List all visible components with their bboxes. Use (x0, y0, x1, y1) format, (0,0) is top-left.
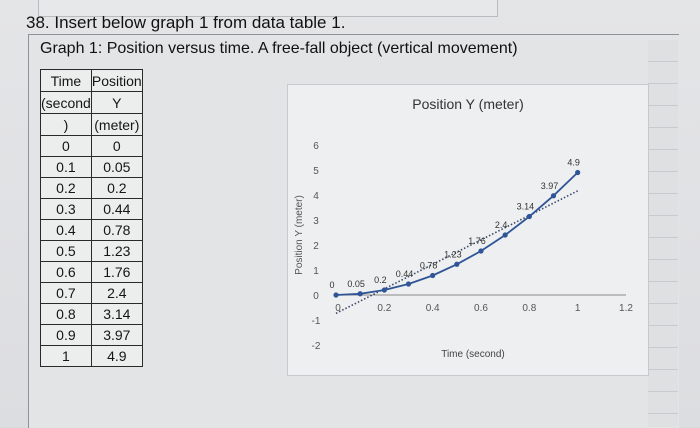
data-point (430, 273, 435, 278)
cell-time: 0.9 (41, 325, 92, 346)
chart-title: Position Y (meter) (412, 96, 524, 112)
data-point (478, 248, 483, 253)
data-point (406, 281, 411, 286)
y-tick-label: 2 (313, 241, 319, 252)
table-row: 0.3 0.44 (41, 199, 143, 220)
data-label: 1.76 (468, 236, 486, 246)
data-point (527, 214, 532, 219)
y-axis-label: Position Y (meter) (294, 195, 305, 275)
data-label: 1.23 (444, 249, 462, 259)
cell-position: 4.9 (91, 346, 142, 367)
cell-time: 0.7 (41, 283, 92, 304)
cell-position: 3.97 (91, 325, 142, 346)
table-row: 0.1 0.05 (41, 157, 143, 178)
x-axis-label: Time (second) (441, 349, 505, 360)
data-label: 0.05 (347, 279, 365, 289)
table-header-row: ) (meter) (41, 114, 143, 136)
data-point (503, 232, 508, 237)
x-tick-label: 1 (575, 303, 581, 314)
cell-position: 1.23 (91, 241, 142, 262)
data-label: 0 (329, 280, 334, 290)
y-tick-label: 6 (313, 141, 319, 152)
y-tick-label: 4 (313, 191, 319, 202)
cell-time: 1 (41, 346, 92, 367)
y-tick-label: -1 (312, 316, 321, 327)
x-tick-label: 0.8 (522, 303, 536, 314)
cell-time: 0.4 (41, 220, 92, 241)
table-edge-strip (648, 40, 678, 427)
y-tick-label: 3 (313, 216, 319, 227)
x-tick-label: 0.6 (474, 303, 488, 314)
header-position-line1: Position (91, 70, 142, 92)
x-tick-label: 1.2 (619, 303, 633, 314)
cell-position: 0 (91, 136, 142, 157)
table-row: 0.8 3.14 (41, 304, 143, 325)
data-label: 0.2 (374, 275, 387, 285)
cell-position: 3.14 (91, 304, 142, 325)
table-row: 0.7 2.4 (41, 283, 143, 304)
cell-position: 0.05 (91, 157, 142, 178)
cell-time: 0.3 (41, 199, 92, 220)
table-row: 0.5 1.23 (41, 241, 143, 262)
data-point (382, 287, 387, 292)
header-time-line2: (second (41, 92, 92, 114)
cell-time: 0.2 (41, 178, 92, 199)
data-label: 0.44 (396, 269, 414, 279)
header-time-line1: Time (41, 70, 92, 92)
y-tick-label: 0 (313, 291, 319, 302)
data-label: 4.9 (567, 158, 580, 168)
position-time-chart[interactable]: Position Y (meter) -2 -1 0 1 2 3 4 5 6 0.2 0.4 0.6 0.… (287, 84, 649, 376)
x-origin-label: 0 (335, 303, 341, 314)
data-point (575, 170, 580, 175)
cell-time: 0.1 (41, 157, 92, 178)
x-tick-label: 0.4 (426, 303, 440, 314)
cell-position: 2.4 (91, 283, 142, 304)
table-header-row: (second Y (41, 92, 143, 114)
cell-time: 0.5 (41, 241, 92, 262)
graph-title: Graph 1: Position versus time. A free-fa… (40, 40, 518, 58)
y-tick-label: -2 (312, 341, 321, 352)
table-row: 1 4.9 (41, 346, 143, 367)
header-time-line3: ) (41, 114, 92, 136)
y-tick-label: 5 (313, 166, 319, 177)
table-row: 0.6 1.76 (41, 262, 143, 283)
cell-position: 0.78 (91, 220, 142, 241)
table-row: 0.4 0.78 (41, 220, 143, 241)
cell-time: 0.8 (41, 304, 92, 325)
x-tick-label: 0.2 (377, 303, 391, 314)
data-label: 2.4 (495, 220, 508, 230)
data-label: 0.78 (420, 261, 438, 271)
data-point (333, 292, 338, 297)
data-table: Time Position (second Y ) (meter) 0 0 0.1 0… (40, 69, 143, 367)
cell-position: 0.2 (91, 178, 142, 199)
data-label: 3.97 (541, 181, 559, 191)
question-text: 38. Insert below graph 1 from data table… (26, 13, 345, 33)
header-position-line3: (meter) (91, 114, 142, 136)
data-point (358, 291, 363, 296)
table-header-row: Time Position (41, 70, 143, 92)
data-label: 3.14 (517, 202, 535, 212)
cell-position: 0.44 (91, 199, 142, 220)
header-position-line2: Y (91, 92, 142, 114)
data-point (454, 262, 459, 267)
series-line (336, 173, 578, 296)
table-row: 0.9 3.97 (41, 325, 143, 346)
cell-time: 0.6 (41, 262, 92, 283)
data-point (551, 193, 556, 198)
table-row: 0.2 0.2 (41, 178, 143, 199)
cell-time: 0 (41, 136, 92, 157)
y-tick-label: 1 (313, 266, 319, 277)
cell-position: 1.76 (91, 262, 142, 283)
